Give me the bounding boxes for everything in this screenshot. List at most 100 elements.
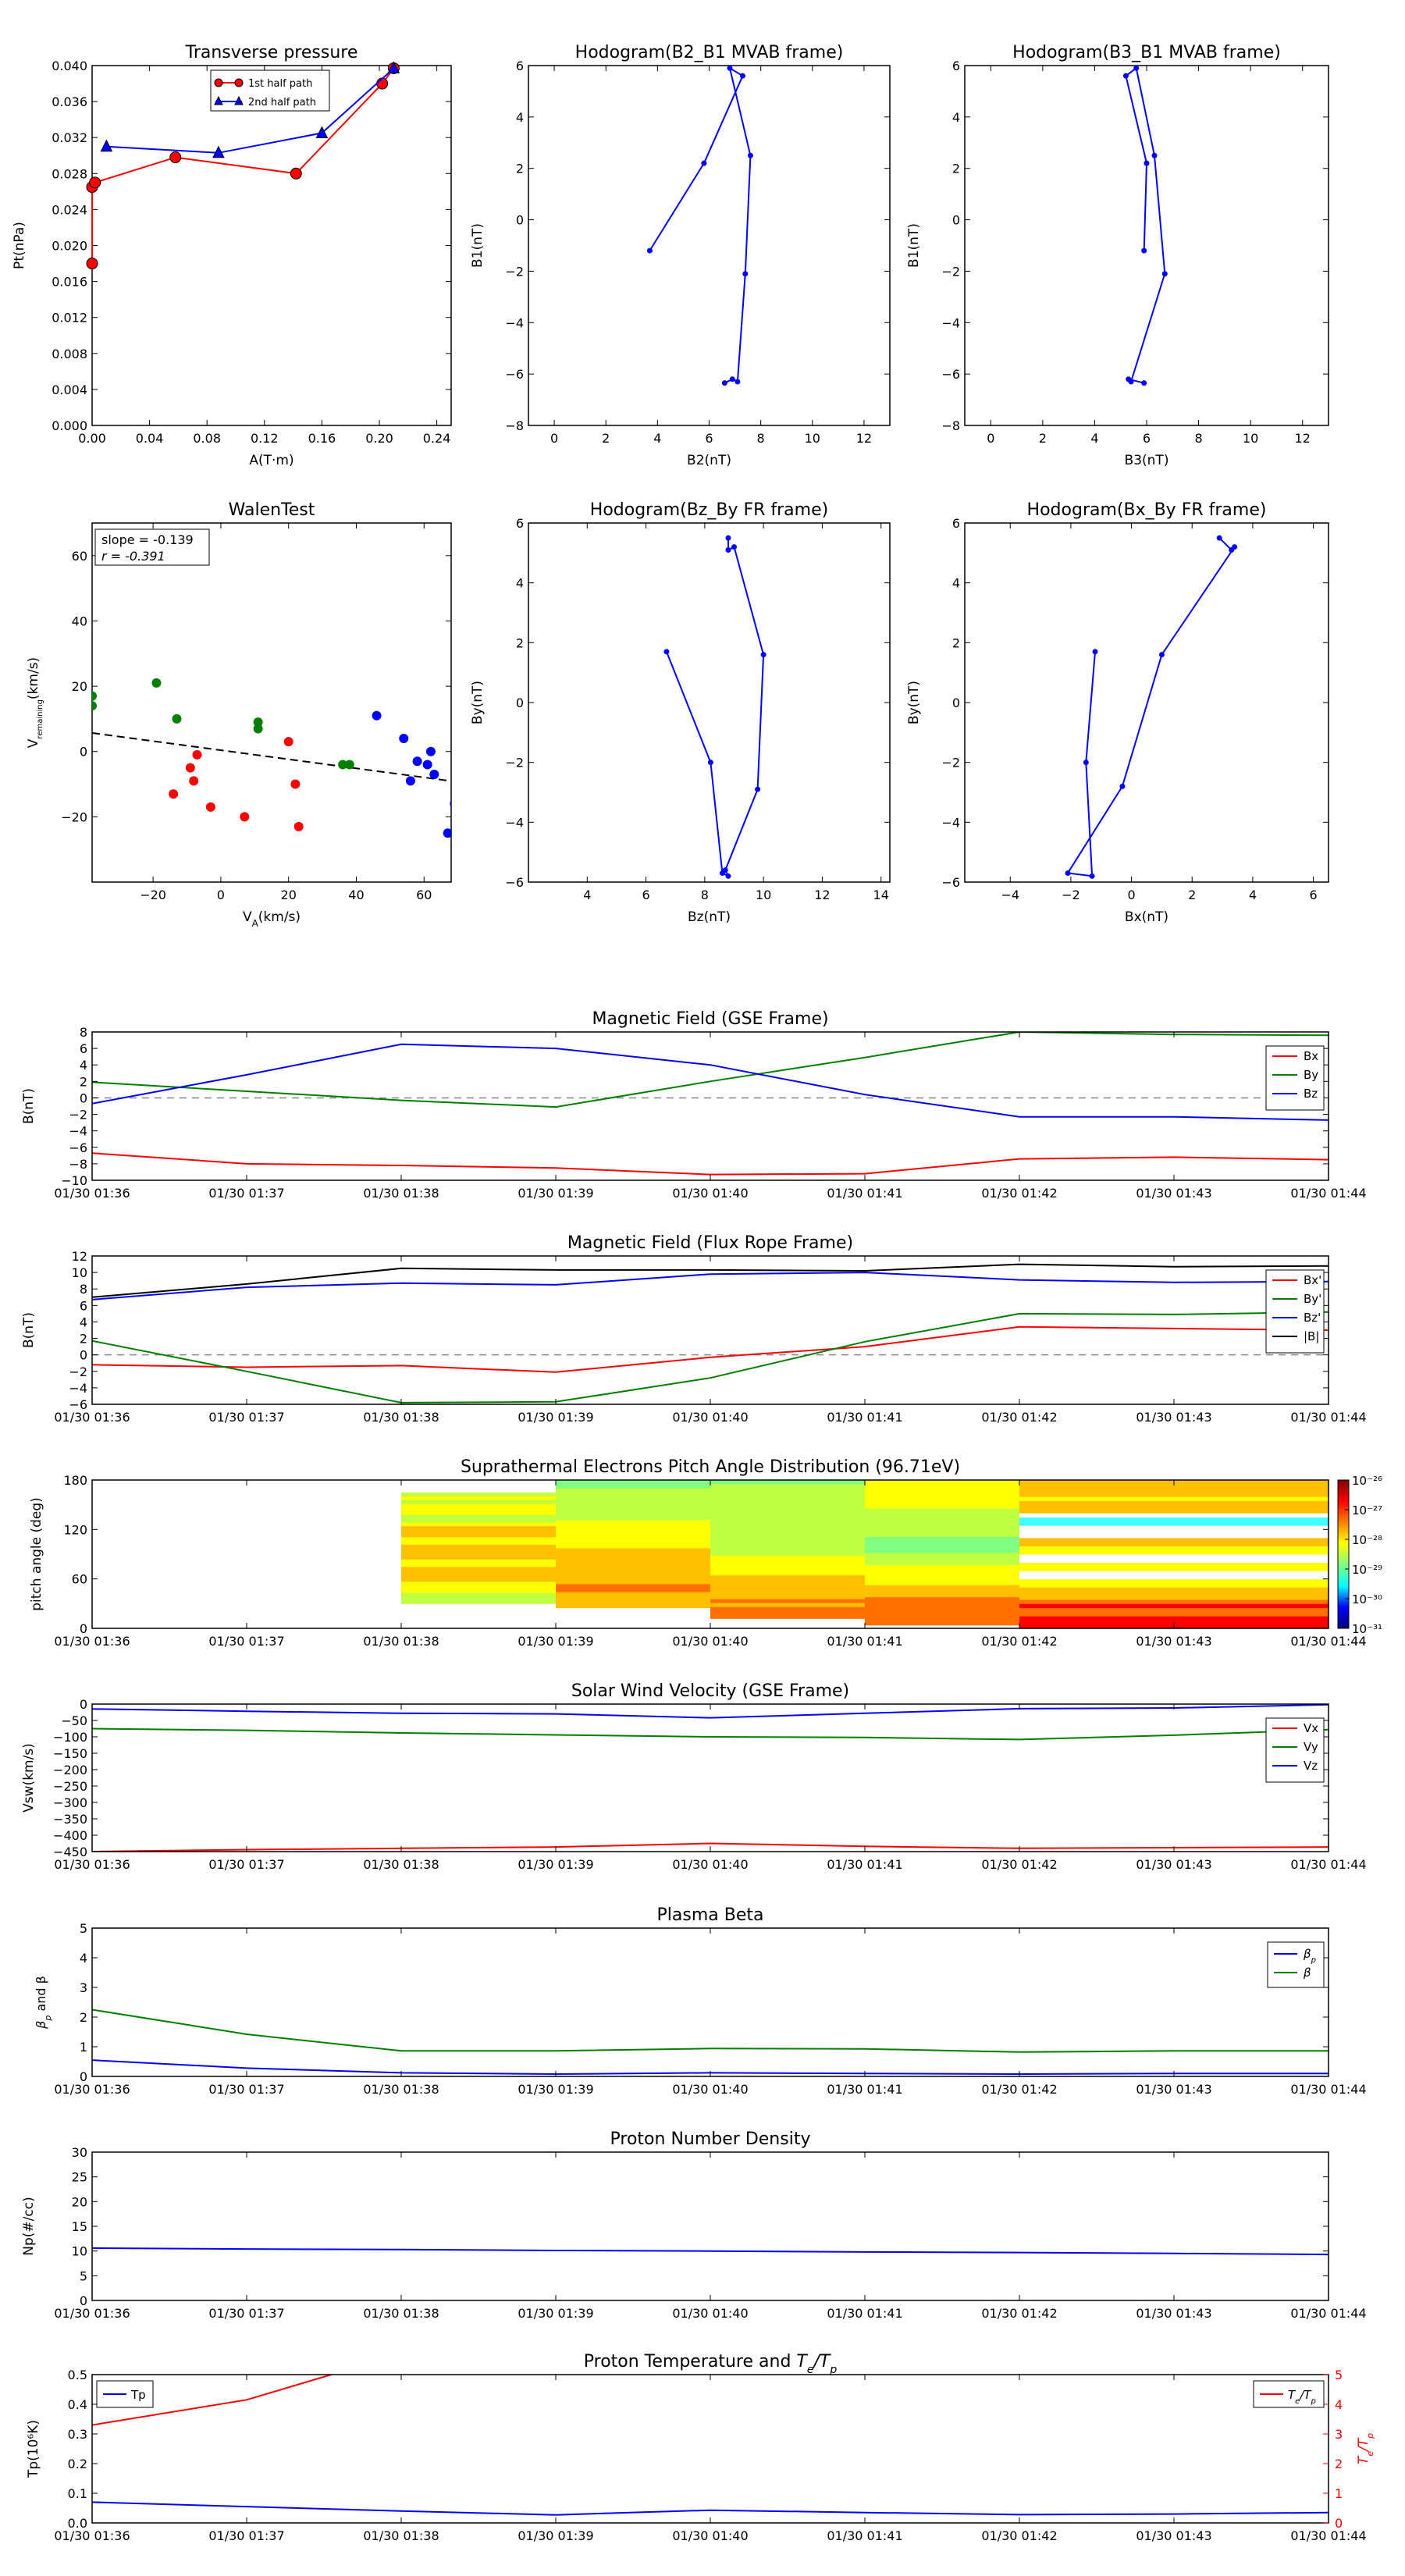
legend-label: 1st half path bbox=[248, 78, 312, 90]
chart-title: Suprathermal Electrons Pitch Angle Distr… bbox=[461, 1457, 960, 1477]
chart-title: WalenTest bbox=[229, 500, 315, 520]
y-tick-label: −6 bbox=[505, 875, 524, 890]
x-tick-label: 0.24 bbox=[423, 431, 451, 446]
series-line bbox=[665, 538, 765, 878]
heatmap-cell bbox=[710, 1492, 866, 1496]
legend-subscript: p bbox=[1311, 1956, 1316, 1965]
y-tick-label: 10 bbox=[72, 1265, 87, 1280]
x-tick-label: 01/30 01:40 bbox=[672, 1634, 748, 1649]
y-tick-label: −200 bbox=[53, 1763, 87, 1777]
heatmap-cell bbox=[710, 1500, 866, 1504]
heatmap-cell bbox=[401, 1555, 557, 1560]
heatmap-cell bbox=[556, 1547, 711, 1553]
heatmap-cell bbox=[556, 1492, 711, 1496]
heatmap-cell bbox=[710, 1563, 866, 1567]
legend-label: β bbox=[1303, 1966, 1311, 1980]
x-tick-label: 01/30 01:40 bbox=[672, 2306, 748, 2321]
x-tick-label: 01/30 01:39 bbox=[518, 1857, 593, 1872]
y-axis-label: Pt(nPa) bbox=[12, 222, 27, 269]
heatmap-cell bbox=[401, 1544, 557, 1549]
x-tick-label: 01/30 01:36 bbox=[54, 1634, 130, 1649]
legend-label: 2nd half path bbox=[248, 97, 316, 109]
series-line bbox=[92, 1272, 1329, 1300]
data-point bbox=[725, 873, 731, 879]
heatmap-cell bbox=[865, 1572, 1020, 1578]
heatmap-cell bbox=[865, 1613, 1020, 1617]
y-tick-label: 0.024 bbox=[52, 202, 87, 217]
x-tick-label: 01/30 01:42 bbox=[981, 2082, 1057, 2097]
x-tick-label: 6 bbox=[1143, 431, 1151, 446]
x-tick-label: 01/30 01:40 bbox=[672, 1410, 748, 1425]
y2-sub: e bbox=[1365, 2451, 1375, 2457]
data-point bbox=[405, 776, 415, 786]
heatmap-cell bbox=[865, 1540, 1020, 1546]
x-tick-label: 01/30 01:42 bbox=[981, 1857, 1057, 1872]
data-point bbox=[205, 802, 215, 812]
heatmap-cell bbox=[710, 1610, 866, 1615]
heatmap-cell bbox=[556, 1571, 711, 1577]
heatmap-cell bbox=[865, 1552, 1020, 1557]
heatmap-cell bbox=[401, 1585, 557, 1589]
heatmap-cell bbox=[1019, 1611, 1329, 1617]
data-point bbox=[189, 776, 199, 786]
x-tick-label: 2 bbox=[1188, 888, 1196, 902]
y2-axis-label: Te/Tp bbox=[1356, 2433, 1375, 2464]
x-tick-label: 10 bbox=[756, 888, 771, 902]
x-tick-label: 01/30 01:41 bbox=[827, 2306, 902, 2321]
colorbar-label: 10⁻²⁹ bbox=[1352, 1563, 1382, 1577]
heatmap-cell bbox=[710, 1599, 866, 1603]
chart-pad: Suprathermal Electrons Pitch Angle Distr… bbox=[29, 1457, 1382, 1649]
x-tick-label: 01/30 01:36 bbox=[54, 2082, 130, 2097]
x-tick-label: 01/30 01:40 bbox=[672, 2528, 748, 2543]
chart-title-math: /T bbox=[813, 2352, 831, 2371]
x-tick-label: 01/30 01:41 bbox=[827, 1634, 902, 1649]
y-tick-label: 0 bbox=[516, 696, 524, 710]
x-tick-label: 6 bbox=[705, 431, 713, 446]
x-tick-label: 01/30 01:42 bbox=[981, 2528, 1057, 2543]
x-tick-label: 0 bbox=[550, 431, 558, 446]
y-tick-label: 30 bbox=[72, 2145, 87, 2160]
data-point bbox=[701, 160, 707, 166]
y-tick-label: 0 bbox=[80, 1348, 87, 1363]
heatmap-cell bbox=[710, 1539, 866, 1544]
x-tick-label: 01/30 01:38 bbox=[363, 1634, 439, 1649]
y-tick-label: 0 bbox=[80, 1091, 87, 1105]
y-tick-label: 0.012 bbox=[52, 311, 87, 326]
y-tick-label: −10 bbox=[61, 1173, 87, 1188]
heatmap-cell bbox=[865, 1600, 1020, 1606]
y-tick-label: 0 bbox=[80, 1697, 87, 1712]
legend-sub: e bbox=[1295, 2397, 1300, 2406]
x-tick-label: 4 bbox=[1090, 431, 1098, 446]
y-tick-label: 8 bbox=[80, 1282, 87, 1297]
x-tick-label: 6 bbox=[1309, 888, 1317, 902]
x-tick-label: 01/30 01:39 bbox=[518, 1634, 593, 1649]
legend bbox=[1265, 1269, 1325, 1354]
x-axis-label: Bx(nT) bbox=[1125, 909, 1168, 925]
heatmap-cell bbox=[401, 1507, 557, 1512]
heatmap-cell bbox=[1019, 1587, 1329, 1592]
series-line bbox=[92, 1704, 1329, 1719]
heatmap-cell bbox=[1019, 1537, 1329, 1542]
heatmap-cell bbox=[1019, 1525, 1329, 1530]
heatmap-cell bbox=[710, 1503, 866, 1508]
heatmap-cell bbox=[401, 1521, 557, 1527]
heatmap-cell bbox=[1019, 1562, 1329, 1567]
x-tick-label: 12 bbox=[856, 431, 872, 446]
heatmap-cell bbox=[1019, 1488, 1329, 1493]
x-tick-label: −2 bbox=[1062, 888, 1080, 902]
y-tick-label: −250 bbox=[53, 1779, 87, 1794]
y-tick-label: 0.2 bbox=[68, 2457, 87, 2471]
data-point bbox=[725, 535, 731, 541]
heatmap-cell bbox=[556, 1539, 711, 1545]
x-tick-label: 0.16 bbox=[308, 431, 336, 446]
y-tick-label: 6 bbox=[516, 59, 524, 73]
heatmap-cell bbox=[556, 1511, 711, 1517]
y-tick-label: 4 bbox=[80, 1951, 87, 1966]
data-point bbox=[290, 167, 302, 180]
data-point bbox=[1119, 783, 1126, 789]
data-point bbox=[240, 812, 250, 822]
heatmap-cell bbox=[865, 1484, 1020, 1489]
heatmap-cell bbox=[556, 1528, 711, 1532]
x-axis-label: VA(km/s) bbox=[243, 909, 301, 929]
series-line bbox=[92, 1311, 1329, 1404]
